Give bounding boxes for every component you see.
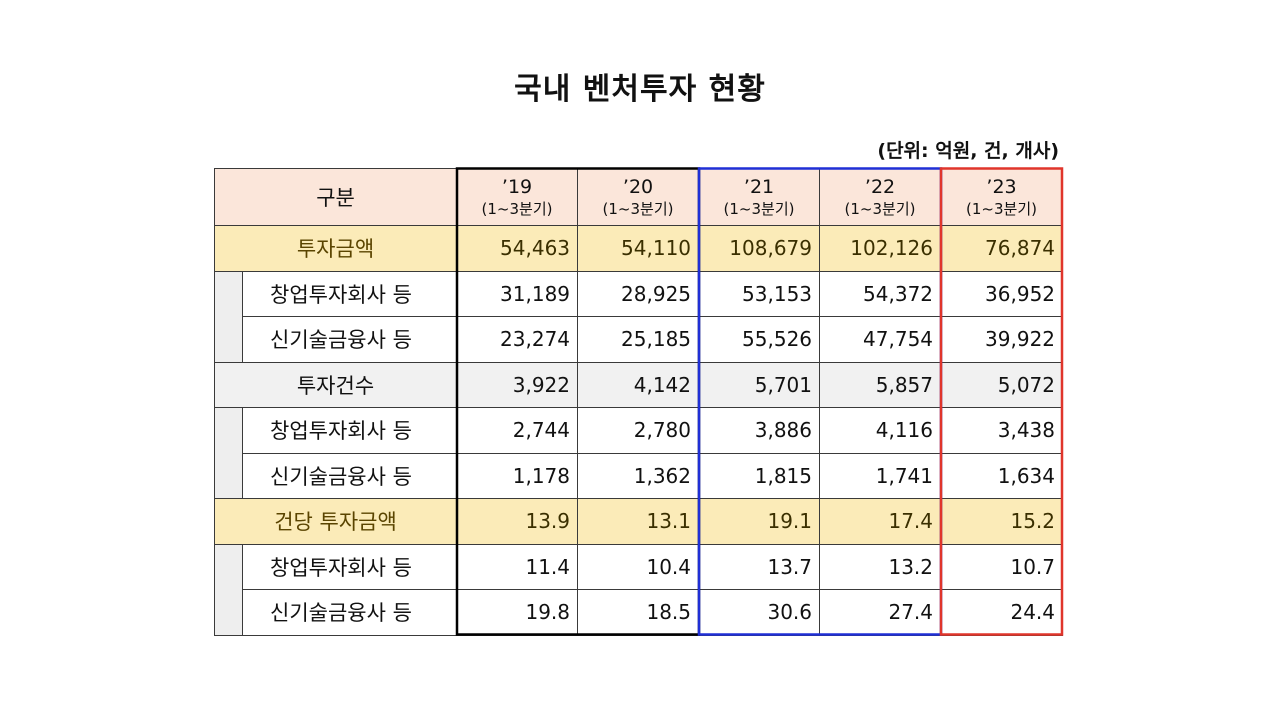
table-cell: 5,072 [940, 361, 1064, 408]
header-row: 구분 ’19 (1~3분기) ’20 (1~3분기) ’21 (1~3분기) ’22(… [213, 168, 1064, 226]
header-year-2019: ’19 (1~3분기) [456, 168, 579, 226]
table-cell: 31,189 [456, 270, 579, 317]
table-cell: 53,153 [698, 270, 821, 317]
page-title: 국내 벤처투자 현황 [514, 72, 766, 107]
table-cell: 23,274 [456, 316, 579, 363]
table-row: 창업투자회사 등 2,744 2,780 3,886 4,116 3,438 [214, 407, 1064, 499]
table-cell: 1,178 [456, 452, 579, 499]
table-cell: 55,526 [698, 316, 821, 363]
table-cell: 4,116 [819, 407, 942, 454]
table-cell: 19.8 [456, 589, 579, 636]
table-row: 신기술금융사 등 19.8 18.5 30.6 27.4 24.4 [215, 589, 1064, 636]
table-cell: 24.4 [940, 589, 1064, 636]
row-label: 건당 투자금액 [213, 498, 458, 545]
table-row: 창업투자회사 등 31,189 28,925 53,153 54,372 36,… [214, 270, 1064, 363]
row-label: 신기술금융사 등 [241, 589, 458, 636]
table-cell: 19.1 [698, 498, 821, 545]
header-year-2020: ’20 (1~3분기) [577, 168, 700, 226]
table-cell: 54,372 [819, 270, 942, 317]
table-cell: 36,952 [940, 270, 1064, 317]
year-label: ’21 [743, 175, 775, 198]
row-label: 신기술금융사 등 [241, 452, 458, 499]
table-cell: 10.7 [940, 543, 1064, 590]
table-cell: 2,780 [577, 407, 700, 454]
table-cell: 13.2 [819, 543, 942, 590]
table-cell: 54,110 [577, 225, 700, 272]
table-cell: 1,741 [819, 452, 942, 499]
row-label: 창업투자회사 등 [241, 543, 458, 590]
table-cell: 27.4 [819, 589, 942, 636]
table-cell: 76,874 [940, 225, 1064, 272]
year-label: ’20 [622, 175, 654, 198]
table-cell: 47,754 [819, 316, 942, 363]
table-cell: 28,925 [577, 270, 700, 317]
header-year-2023: ’23 (1~3분기) [940, 168, 1064, 226]
indent-spacer [214, 407, 243, 499]
unit-note: (단위: 억원, 건, 개사) [877, 140, 1059, 162]
row-label: 창업투자회사 등 [241, 270, 458, 317]
table-cell: 4,142 [577, 361, 700, 408]
period-label: (1~3분기) [966, 199, 1037, 218]
table-cell: 3,922 [456, 361, 579, 408]
table-row: 창업투자회사 등 11.4 10.4 13.7 13.2 10.7 [214, 543, 1064, 636]
table-cell: 17.4 [819, 498, 942, 545]
indent-spacer [214, 270, 243, 363]
table-cell: 13.7 [698, 543, 821, 590]
table-cell: 3,438 [940, 407, 1064, 454]
period-label: (1~3분기) [602, 199, 674, 218]
table-cell: 108,679 [698, 225, 821, 272]
table-cell: 15.2 [940, 498, 1064, 545]
year-label: ’22 [864, 175, 896, 198]
table-cell: 25,185 [577, 316, 700, 363]
year-label: ’23 [986, 175, 1017, 198]
table-cell: 3,886 [698, 407, 821, 454]
venture-investment-table: 구분 ’19 (1~3분기) ’20 (1~3분기) ’21 (1~3분기) ’22(… [213, 168, 1064, 636]
table-row-amount-per-deal: 건당 투자금액 13.9 13.1 19.1 17.4 15.2 [213, 498, 1064, 545]
table-cell: 18.5 [577, 589, 700, 636]
period-label: (1~3분기) [723, 199, 795, 218]
header-year-2022: ’22 (1~3분기) [819, 168, 942, 226]
header-category: 구분 [213, 168, 458, 226]
table-cell: 30.6 [698, 589, 821, 636]
table-cell: 5,857 [819, 361, 942, 408]
table-row: 신기술금융사 등 1,178 1,362 1,815 1,741 1,634 [215, 452, 1064, 499]
table-cell: 2,744 [456, 407, 579, 454]
table-cell: 1,634 [940, 452, 1064, 499]
row-label: 창업투자회사 등 [241, 407, 458, 454]
row-label: 신기술금융사 등 [241, 316, 458, 363]
table-row-investment-amount: 투자금액 54,463 54,110 108,679 102,126 76,87… [213, 225, 1064, 272]
table-cell: 1,362 [577, 452, 700, 499]
period-label: (1~3분기) [844, 199, 916, 218]
row-label: 투자금액 [213, 225, 458, 272]
indent-spacer [214, 543, 243, 636]
table-cell: 39,922 [940, 316, 1064, 363]
table-cell: 54,463 [456, 225, 579, 272]
table-cell: 13.1 [577, 498, 700, 545]
table-cell: 5,701 [698, 361, 821, 408]
table-cell: 102,126 [819, 225, 942, 272]
table-cell: 13.9 [456, 498, 579, 545]
header-year-2021: ’21 (1~3분기) [698, 168, 821, 226]
period-label: (1~3분기) [481, 199, 553, 218]
table-cell: 10.4 [577, 543, 700, 590]
table-cell: 1,815 [698, 452, 821, 499]
table-cell: 11.4 [456, 543, 579, 590]
table-row-investment-count: 투자건수 3,922 4,142 5,701 5,857 5,072 [213, 361, 1064, 408]
row-label: 투자건수 [213, 361, 458, 408]
year-label: ’19 [501, 175, 533, 198]
table-row: 신기술금융사 등 23,274 25,185 55,526 47,754 39,… [215, 316, 1064, 363]
